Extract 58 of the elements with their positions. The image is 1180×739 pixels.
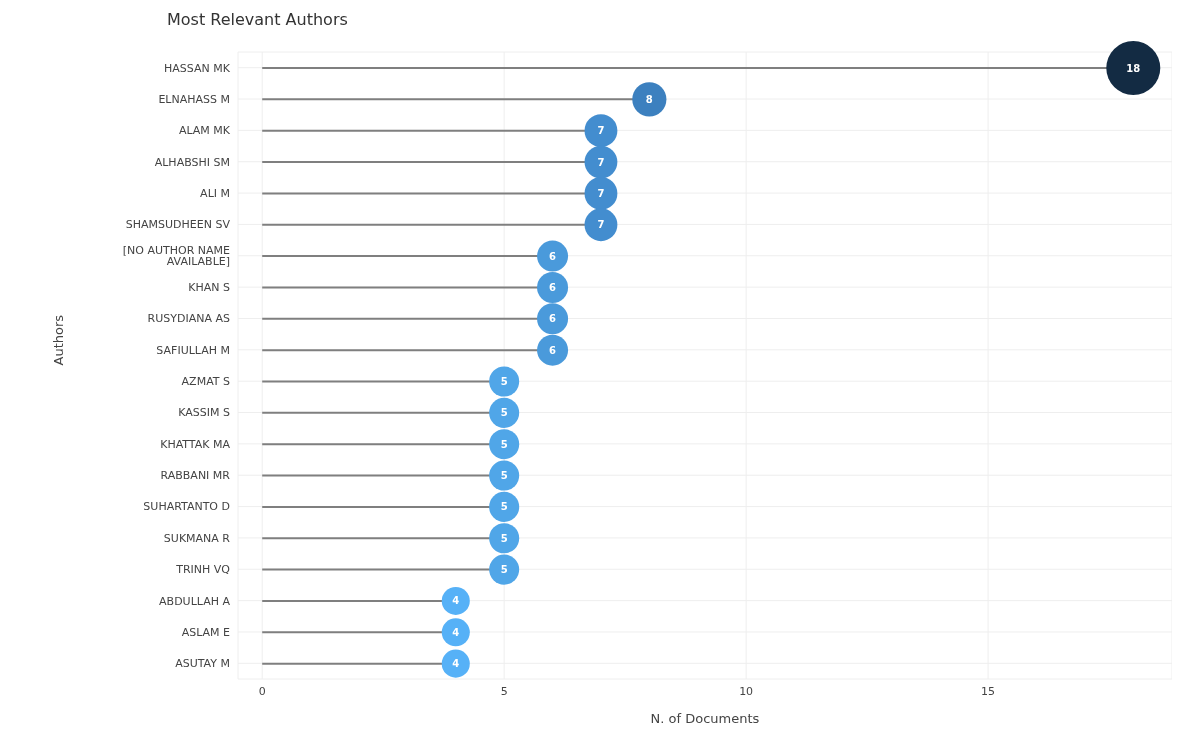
data-label: 5 — [500, 532, 508, 544]
y-tick-label: SUHARTANTO D — [143, 500, 230, 514]
y-tick-label: ASUTAY M — [175, 657, 230, 671]
data-label: 5 — [500, 407, 508, 419]
point — [537, 334, 569, 366]
x-tick-label: 10 — [739, 684, 754, 698]
data-label: 4 — [452, 626, 460, 638]
point — [489, 523, 520, 554]
x-tick-label: 15 — [981, 684, 996, 698]
data-label: 4 — [452, 595, 460, 607]
data-label: 7 — [597, 156, 605, 168]
point — [537, 271, 569, 303]
x-axis-title: N. of Documents — [650, 711, 760, 726]
x-tick-label: 5 — [500, 684, 508, 698]
data-label: 8 — [645, 93, 653, 105]
y-tick-label: ALHABSHI SM — [154, 155, 230, 169]
y-tick-label: SHAMSUDHEEN SV — [125, 218, 231, 232]
y-tick-label: KASSIM S — [178, 406, 231, 420]
point — [537, 240, 569, 272]
point — [489, 397, 520, 428]
y-tick-label: ABDULLAH A — [159, 594, 231, 608]
y-tick-label: AZMAT S — [181, 375, 231, 389]
data-label: 6 — [549, 250, 557, 262]
y-tick-label: ELNAHASS M — [158, 92, 230, 106]
y-tick-label: RABBANI MR — [160, 469, 231, 483]
y-tick-label: ALI M — [200, 186, 230, 200]
data-label: 5 — [500, 501, 508, 513]
data-label: 5 — [500, 470, 508, 482]
y-tick-label: SUKMANA R — [163, 531, 231, 545]
data-label: 5 — [500, 438, 508, 450]
y-tick-label: SAFIULLAH M — [156, 343, 230, 357]
data-label: 6 — [549, 281, 557, 293]
data-label: 6 — [549, 344, 557, 356]
point — [489, 460, 520, 491]
point — [489, 491, 520, 522]
data-label: 4 — [452, 658, 460, 670]
data-label: 7 — [597, 187, 605, 199]
x-tick-label: 0 — [258, 684, 266, 698]
y-tick-label: [NO AUTHOR NAME AVAILABLE] — [122, 244, 231, 269]
point — [489, 429, 520, 460]
data-label: 5 — [500, 376, 508, 387]
y-tick-label: KHATTAK MA — [160, 437, 231, 451]
y-tick-label: HASSAN MK — [164, 61, 231, 75]
data-label: 7 — [597, 125, 605, 137]
point — [537, 303, 569, 335]
point — [489, 366, 520, 397]
data-label: 7 — [597, 219, 605, 231]
data-label: 6 — [549, 313, 557, 325]
y-tick-label: ALAM MK — [178, 124, 231, 138]
y-tick-label: ASLAM E — [181, 625, 231, 639]
y-tick-label: RUSYDIANA AS — [147, 312, 230, 326]
data-label: 5 — [500, 564, 508, 576]
data-label: 18 — [1126, 62, 1141, 74]
y-axis-title: Authors — [50, 314, 66, 366]
y-tick-label: TRINH VQ — [175, 563, 231, 577]
chart-title: Most Relevant Authors — [167, 10, 348, 29]
y-tick-label: KHAN S — [188, 281, 231, 295]
point — [489, 554, 520, 585]
